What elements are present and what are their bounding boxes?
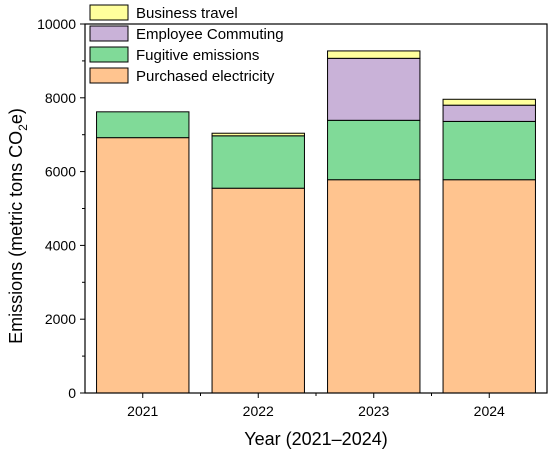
y-axis-title-subscript: 2 xyxy=(16,124,30,131)
y-axis-title: Emissions (metric tons CO2e) xyxy=(6,108,30,344)
bar-purchased-electricity-2024 xyxy=(442,179,536,394)
x-tick-label: 2021 xyxy=(127,403,158,419)
bars-layer xyxy=(96,50,536,394)
legend: Business travel Employee Commuting Fugitiv… xyxy=(89,4,284,85)
legend-swatch-employee-commuting xyxy=(89,25,129,42)
y-tick-label: 6000 xyxy=(45,164,76,180)
y-tick-label: 2000 xyxy=(45,311,76,327)
bar-business-travel-2023 xyxy=(327,50,421,59)
legend-label-purchased-electricity: Purchased electricity xyxy=(136,68,275,85)
bar-fugitive-emissions-2021 xyxy=(96,111,190,139)
legend-swatch-business-travel xyxy=(89,4,129,21)
x-axis-title: Year (2021–2024) xyxy=(244,429,387,449)
bar-employee-commuting-2024 xyxy=(442,104,536,122)
bar-business-travel-2022 xyxy=(211,132,305,137)
bar-fugitive-emissions-2023 xyxy=(327,119,421,181)
x-tick-label: 2024 xyxy=(474,403,505,419)
legend-label-employee-commuting: Employee Commuting xyxy=(136,26,284,43)
bar-fugitive-emissions-2024 xyxy=(442,120,536,181)
x-tick-label: 2022 xyxy=(243,403,274,419)
x-tick-label: 2023 xyxy=(358,403,389,419)
legend-swatch-purchased-electricity xyxy=(89,67,129,84)
y-tick-label: 0 xyxy=(68,385,76,401)
axes-layer: 0 2000 4000 6000 8000 10000 2021 2022 2023 2024 xyxy=(37,16,548,419)
y-axis-title-main: Emissions (metric tons CO xyxy=(6,131,26,344)
y-tick-label: 4000 xyxy=(45,237,76,253)
bar-fugitive-emissions-2022 xyxy=(211,135,305,189)
y-axis-title-end: e) xyxy=(6,108,26,124)
legend-label-fugitive-emissions: Fugitive emissions xyxy=(136,47,259,64)
legend-swatch-fugitive-emissions xyxy=(89,46,129,63)
bar-purchased-electricity-2021 xyxy=(96,137,190,394)
legend-label-business-travel: Business travel xyxy=(136,5,238,22)
bar-employee-commuting-2023 xyxy=(327,57,421,121)
y-tick-label: 10000 xyxy=(37,16,76,32)
bar-purchased-electricity-2023 xyxy=(327,179,421,394)
y-tick-label: 8000 xyxy=(45,90,76,106)
bar-purchased-electricity-2022 xyxy=(211,187,305,394)
bar-business-travel-2024 xyxy=(442,98,536,106)
